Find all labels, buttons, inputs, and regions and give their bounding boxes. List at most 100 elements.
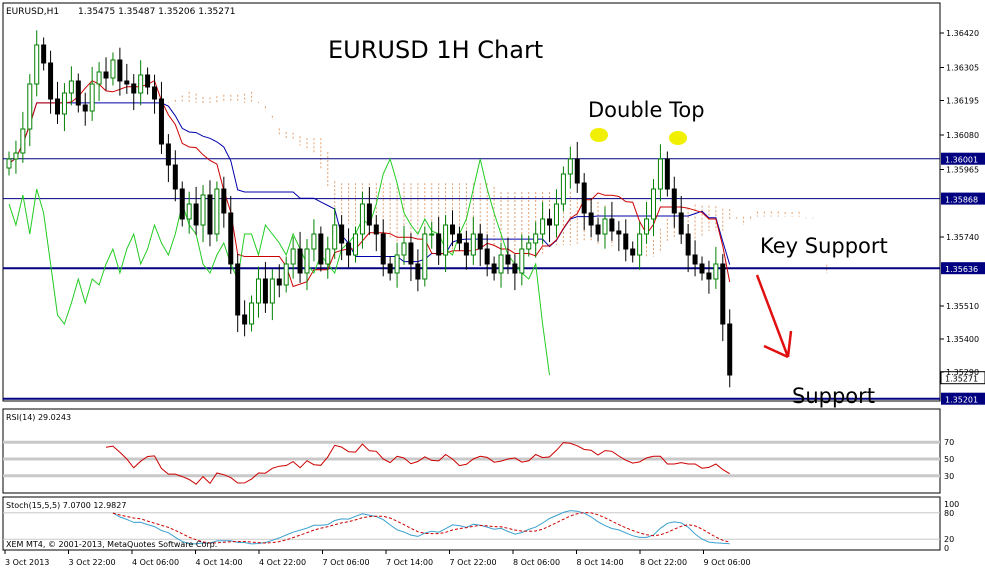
- candle-body: [48, 62, 54, 100]
- time-axis: 3 Oct 2013 3 Oct 22:00 4 Oct 06:00 4 Oct 14…: [4, 550, 751, 567]
- candle-body: [165, 143, 171, 166]
- level-tag: [941, 192, 985, 205]
- candle-body: [276, 278, 282, 286]
- candle-body: [353, 233, 358, 256]
- candle-body: [699, 263, 705, 274]
- level-tag: [941, 152, 985, 165]
- candle-body: [373, 224, 379, 235]
- candle-body: [186, 203, 192, 220]
- candle-body: [560, 173, 566, 205]
- candle-body: [540, 218, 546, 235]
- time-tick-label: 7 Oct 14:00: [386, 558, 433, 567]
- candle-body: [332, 224, 338, 250]
- ohlc-label: 1.35475 1.35487 1.35206 1.35271: [78, 7, 235, 17]
- candle-body: [193, 203, 199, 226]
- support-label: Support: [792, 384, 875, 408]
- candle-body: [664, 158, 670, 190]
- candle-body: [117, 59, 123, 82]
- candle-body: [609, 218, 615, 232]
- candle-body: [401, 242, 407, 256]
- price-tick-label: 1.35400: [946, 335, 979, 344]
- symbol-label: EURUSD,H1: [6, 7, 59, 17]
- candle-body: [311, 233, 317, 250]
- time-tick-label: 4 Oct 22:00: [259, 558, 306, 567]
- candle-body: [588, 212, 594, 226]
- candle-body: [436, 233, 442, 256]
- stoch-level-label: 20: [944, 535, 954, 544]
- candle-body: [325, 248, 331, 265]
- stoch-label: Stoch(15,5,5) 7.0700 12.9827: [6, 501, 126, 510]
- candle-body: [27, 83, 33, 130]
- time-tick-label: 3 Oct 22:00: [69, 558, 116, 567]
- double-top-marker-2: [669, 131, 687, 145]
- level-tag-label: 1.36001: [945, 156, 978, 165]
- candle-body: [533, 233, 539, 244]
- candle-body: [75, 80, 81, 106]
- stoch-panel: [2, 496, 941, 551]
- candle-body: [470, 233, 476, 256]
- key-support-label: Key Support: [760, 234, 888, 258]
- candle-body: [6, 158, 12, 169]
- candle-body: [290, 248, 296, 265]
- candle-body: [124, 80, 130, 85]
- candle-body: [408, 242, 414, 265]
- candle-body: [366, 203, 372, 226]
- candle-body: [519, 248, 525, 274]
- stoch-main-line: [112, 510, 730, 545]
- level-tag-label: 1.35868: [945, 196, 978, 205]
- candle-body: [297, 248, 303, 274]
- chart-title: EURUSD 1H Chart: [328, 36, 543, 64]
- down-arrow-icon: [755, 274, 793, 359]
- time-tick-label: 8 Oct 06:00: [513, 558, 560, 567]
- time-tick-label: 8 Oct 22:00: [640, 558, 687, 567]
- candle-body: [484, 248, 490, 265]
- candle-body: [463, 242, 469, 256]
- stoch-level-label: 100: [944, 500, 959, 509]
- candle-body: [720, 263, 726, 325]
- candle-body: [207, 194, 213, 235]
- candle-body: [249, 302, 255, 325]
- candle-body: [616, 230, 622, 235]
- candle-body: [283, 263, 289, 286]
- candle-body: [415, 263, 421, 280]
- candle-body: [20, 128, 26, 154]
- price-tick-label: 1.35290: [946, 368, 979, 377]
- rsi-level-label: 70: [944, 438, 954, 447]
- candle-body: [547, 218, 553, 226]
- level-tag-label: 1.35636: [945, 265, 978, 274]
- candle-body: [491, 263, 497, 274]
- candlesticks: [6, 30, 733, 388]
- candle-body: [650, 188, 656, 220]
- current-price-label: 1.35271: [945, 375, 978, 384]
- candle-body: [574, 158, 580, 184]
- price-tick-label: 1.35740: [946, 233, 979, 242]
- rsi-panel: [2, 408, 941, 494]
- time-tick-label: 4 Oct 06:00: [132, 558, 179, 567]
- time-tick-label: 3 Oct 2013: [5, 558, 49, 567]
- stoch-level-label: 80: [944, 509, 954, 518]
- candle-body: [429, 233, 435, 236]
- candle-body: [68, 80, 74, 94]
- double-top-marker-1: [590, 128, 608, 142]
- time-tick-label: 9 Oct 06:00: [704, 558, 751, 567]
- candle-body: [671, 188, 677, 214]
- candle-body: [657, 158, 663, 190]
- candle-body: [339, 224, 345, 244]
- candle-body: [602, 218, 608, 235]
- candle-body: [255, 278, 261, 304]
- candle-body: [706, 272, 712, 280]
- candle-body: [450, 224, 456, 235]
- candle-body: [82, 104, 88, 112]
- stoch-signal-line: [112, 512, 730, 544]
- rsi-level-label: 50: [944, 455, 954, 464]
- candle-body: [152, 86, 158, 100]
- candle-body: [318, 233, 324, 265]
- candle-body: [526, 242, 532, 250]
- candle-body: [685, 233, 691, 256]
- candle-body: [553, 203, 559, 226]
- candle-body: [262, 278, 268, 304]
- candle-body: [581, 182, 587, 214]
- candle-body: [692, 254, 698, 265]
- price-axis: 1.36420 1.36305 1.36195 1.36080 1.35965 1.357…: [940, 29, 979, 377]
- candle-body: [456, 233, 462, 244]
